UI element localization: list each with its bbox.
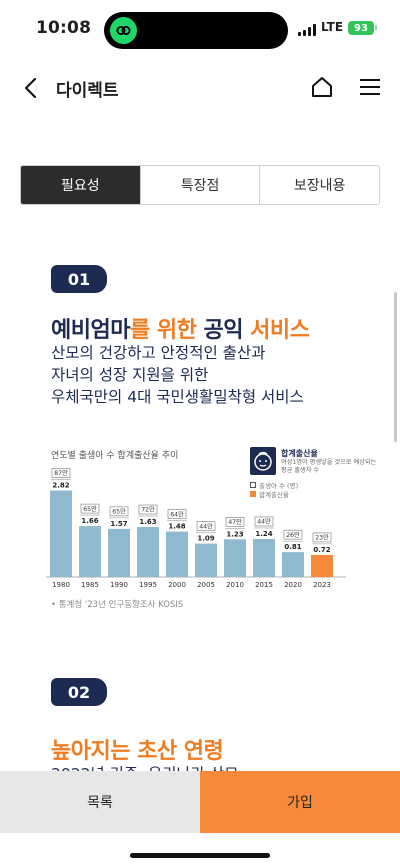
tab-necessity[interactable]: 필요성 bbox=[21, 166, 141, 204]
section-number-badge-2: 02 bbox=[51, 678, 107, 706]
network-label: LTE bbox=[321, 20, 344, 34]
bar-births-box bbox=[225, 516, 245, 527]
legend-item-rate: 합계출산율 bbox=[250, 489, 289, 499]
chart-bar bbox=[166, 531, 188, 577]
bar-births-box bbox=[167, 509, 187, 519]
birth-rate-chart: 2.82 87만 1980 1.66 65만 1985 1.57 65만 1990 1.63 72만… bbox=[46, 468, 346, 589]
bar-births-label: 65만 bbox=[83, 505, 97, 513]
bar-births-label: 26만 bbox=[286, 531, 300, 539]
status-bar: 10:08 LTE 93 bbox=[0, 0, 400, 58]
bar-births-label: 23만 bbox=[315, 534, 329, 542]
chart-bar bbox=[79, 526, 101, 577]
bar-births-label: 44만 bbox=[257, 518, 271, 526]
bar-rate-label: 1.24 bbox=[255, 530, 272, 538]
chart-bar bbox=[108, 528, 130, 577]
bottom-action-bar: 목록 가입 bbox=[0, 771, 400, 833]
tab-features[interactable]: 특장점 bbox=[140, 166, 261, 204]
home-icon[interactable] bbox=[310, 75, 334, 99]
section-number-badge: 01 bbox=[51, 265, 107, 293]
dynamic-island bbox=[104, 12, 288, 49]
x-tick-label: 1980 bbox=[52, 581, 70, 589]
section-description: 산모의 건강하고 안정적인 출산과 자녀의 성장 지원을 위한 우체국만의 4대… bbox=[51, 342, 304, 408]
chart-source: • 통계청 '23년 인구동향조사 KOSIS bbox=[51, 600, 184, 610]
section-headline-2: 높아지는 초산 연령 bbox=[51, 739, 224, 764]
back-icon[interactable] bbox=[20, 75, 44, 101]
signal-icon bbox=[298, 24, 316, 36]
baby-icon bbox=[250, 447, 276, 475]
page-title: 다이렉트 bbox=[56, 81, 119, 101]
x-tick-label: 2015 bbox=[255, 581, 273, 589]
bar-births-label: 64만 bbox=[170, 510, 184, 518]
battery-icon: 93 bbox=[348, 21, 374, 35]
bar-births-box bbox=[283, 529, 303, 540]
bar-births-label: 44만 bbox=[199, 522, 213, 530]
bar-births-box bbox=[254, 516, 274, 527]
x-tick-label: 1985 bbox=[81, 581, 99, 589]
bar-births-box bbox=[138, 504, 158, 515]
legend-description: 여성1명이 평생낳을 것으로 예상되는평균 출생자 수 bbox=[281, 459, 377, 474]
chart-bar bbox=[253, 538, 275, 577]
bar-births-box bbox=[51, 468, 71, 478]
status-time: 10:08 bbox=[36, 18, 92, 38]
x-tick-label: 1995 bbox=[139, 581, 157, 589]
chart-bar bbox=[224, 539, 246, 577]
bar-births-box bbox=[80, 503, 100, 514]
tab-coverage[interactable]: 보장내용 bbox=[260, 166, 379, 204]
chart-bar bbox=[282, 552, 304, 577]
bar-rate-label: 1.66 bbox=[81, 517, 98, 525]
chart-bar bbox=[195, 543, 217, 577]
x-tick-label: 1990 bbox=[110, 581, 128, 589]
description-line: 우체국만의 4대 국민생활밀착형 서비스 bbox=[51, 388, 304, 406]
bar-rate-label: 1.23 bbox=[226, 530, 243, 538]
bar-rate-label: 1.63 bbox=[139, 518, 156, 526]
top-nav: 다이렉트 bbox=[0, 66, 400, 110]
bar-rate-label: 0.72 bbox=[313, 546, 330, 554]
bar-births-box bbox=[109, 506, 129, 517]
bar-births-box bbox=[312, 532, 332, 543]
list-button[interactable]: 목록 bbox=[0, 771, 200, 833]
bar-births-box bbox=[196, 521, 216, 531]
scrollbar[interactable] bbox=[394, 292, 397, 442]
legend-item-births: 출생아 수 (명) bbox=[250, 480, 298, 490]
menu-icon[interactable] bbox=[359, 77, 381, 97]
bar-rate-label: 1.57 bbox=[110, 520, 127, 528]
x-tick-label: 2005 bbox=[197, 581, 215, 589]
legend-title: 합계출산율 bbox=[281, 449, 318, 458]
bar-births-label: 87만 bbox=[54, 469, 68, 477]
chart-bar bbox=[50, 490, 72, 577]
tab-bar: 필요성 특장점 보장내용 bbox=[20, 165, 380, 205]
bar-rate-label: 2.82 bbox=[52, 482, 69, 490]
chart-title: 연도별 출생아 수 합계출산율 추이 bbox=[51, 451, 179, 461]
bar-rate-label: 0.81 bbox=[284, 543, 301, 551]
bar-births-label: 65만 bbox=[112, 508, 126, 516]
join-button[interactable]: 가입 bbox=[200, 771, 400, 833]
x-tick-label: 2020 bbox=[284, 581, 302, 589]
bar-rate-label: 1.48 bbox=[168, 523, 185, 531]
home-indicator bbox=[130, 853, 270, 858]
chart-legend: 합계출산율 여성1명이 평생낳을 것으로 예상되는평균 출생자 수 출생아 수 … bbox=[250, 447, 378, 499]
link-app-icon[interactable] bbox=[110, 17, 137, 44]
x-tick-label: 2000 bbox=[168, 581, 186, 589]
chart-bar bbox=[311, 554, 333, 577]
bar-rate-label: 1.09 bbox=[197, 535, 214, 543]
description-line: 산모의 건강하고 안정적인 출산과 bbox=[51, 344, 266, 362]
chart-bar bbox=[137, 527, 159, 577]
section-headline: 예비엄마를 위한 공익 서비스 bbox=[51, 318, 310, 343]
description-line: 자녀의 성장 지원을 위한 bbox=[51, 366, 209, 384]
bar-births-label: 47만 bbox=[228, 518, 242, 526]
x-tick-label: 2010 bbox=[226, 581, 244, 589]
bar-births-label: 72만 bbox=[141, 506, 155, 514]
x-tick-label: 2023 bbox=[313, 581, 331, 589]
